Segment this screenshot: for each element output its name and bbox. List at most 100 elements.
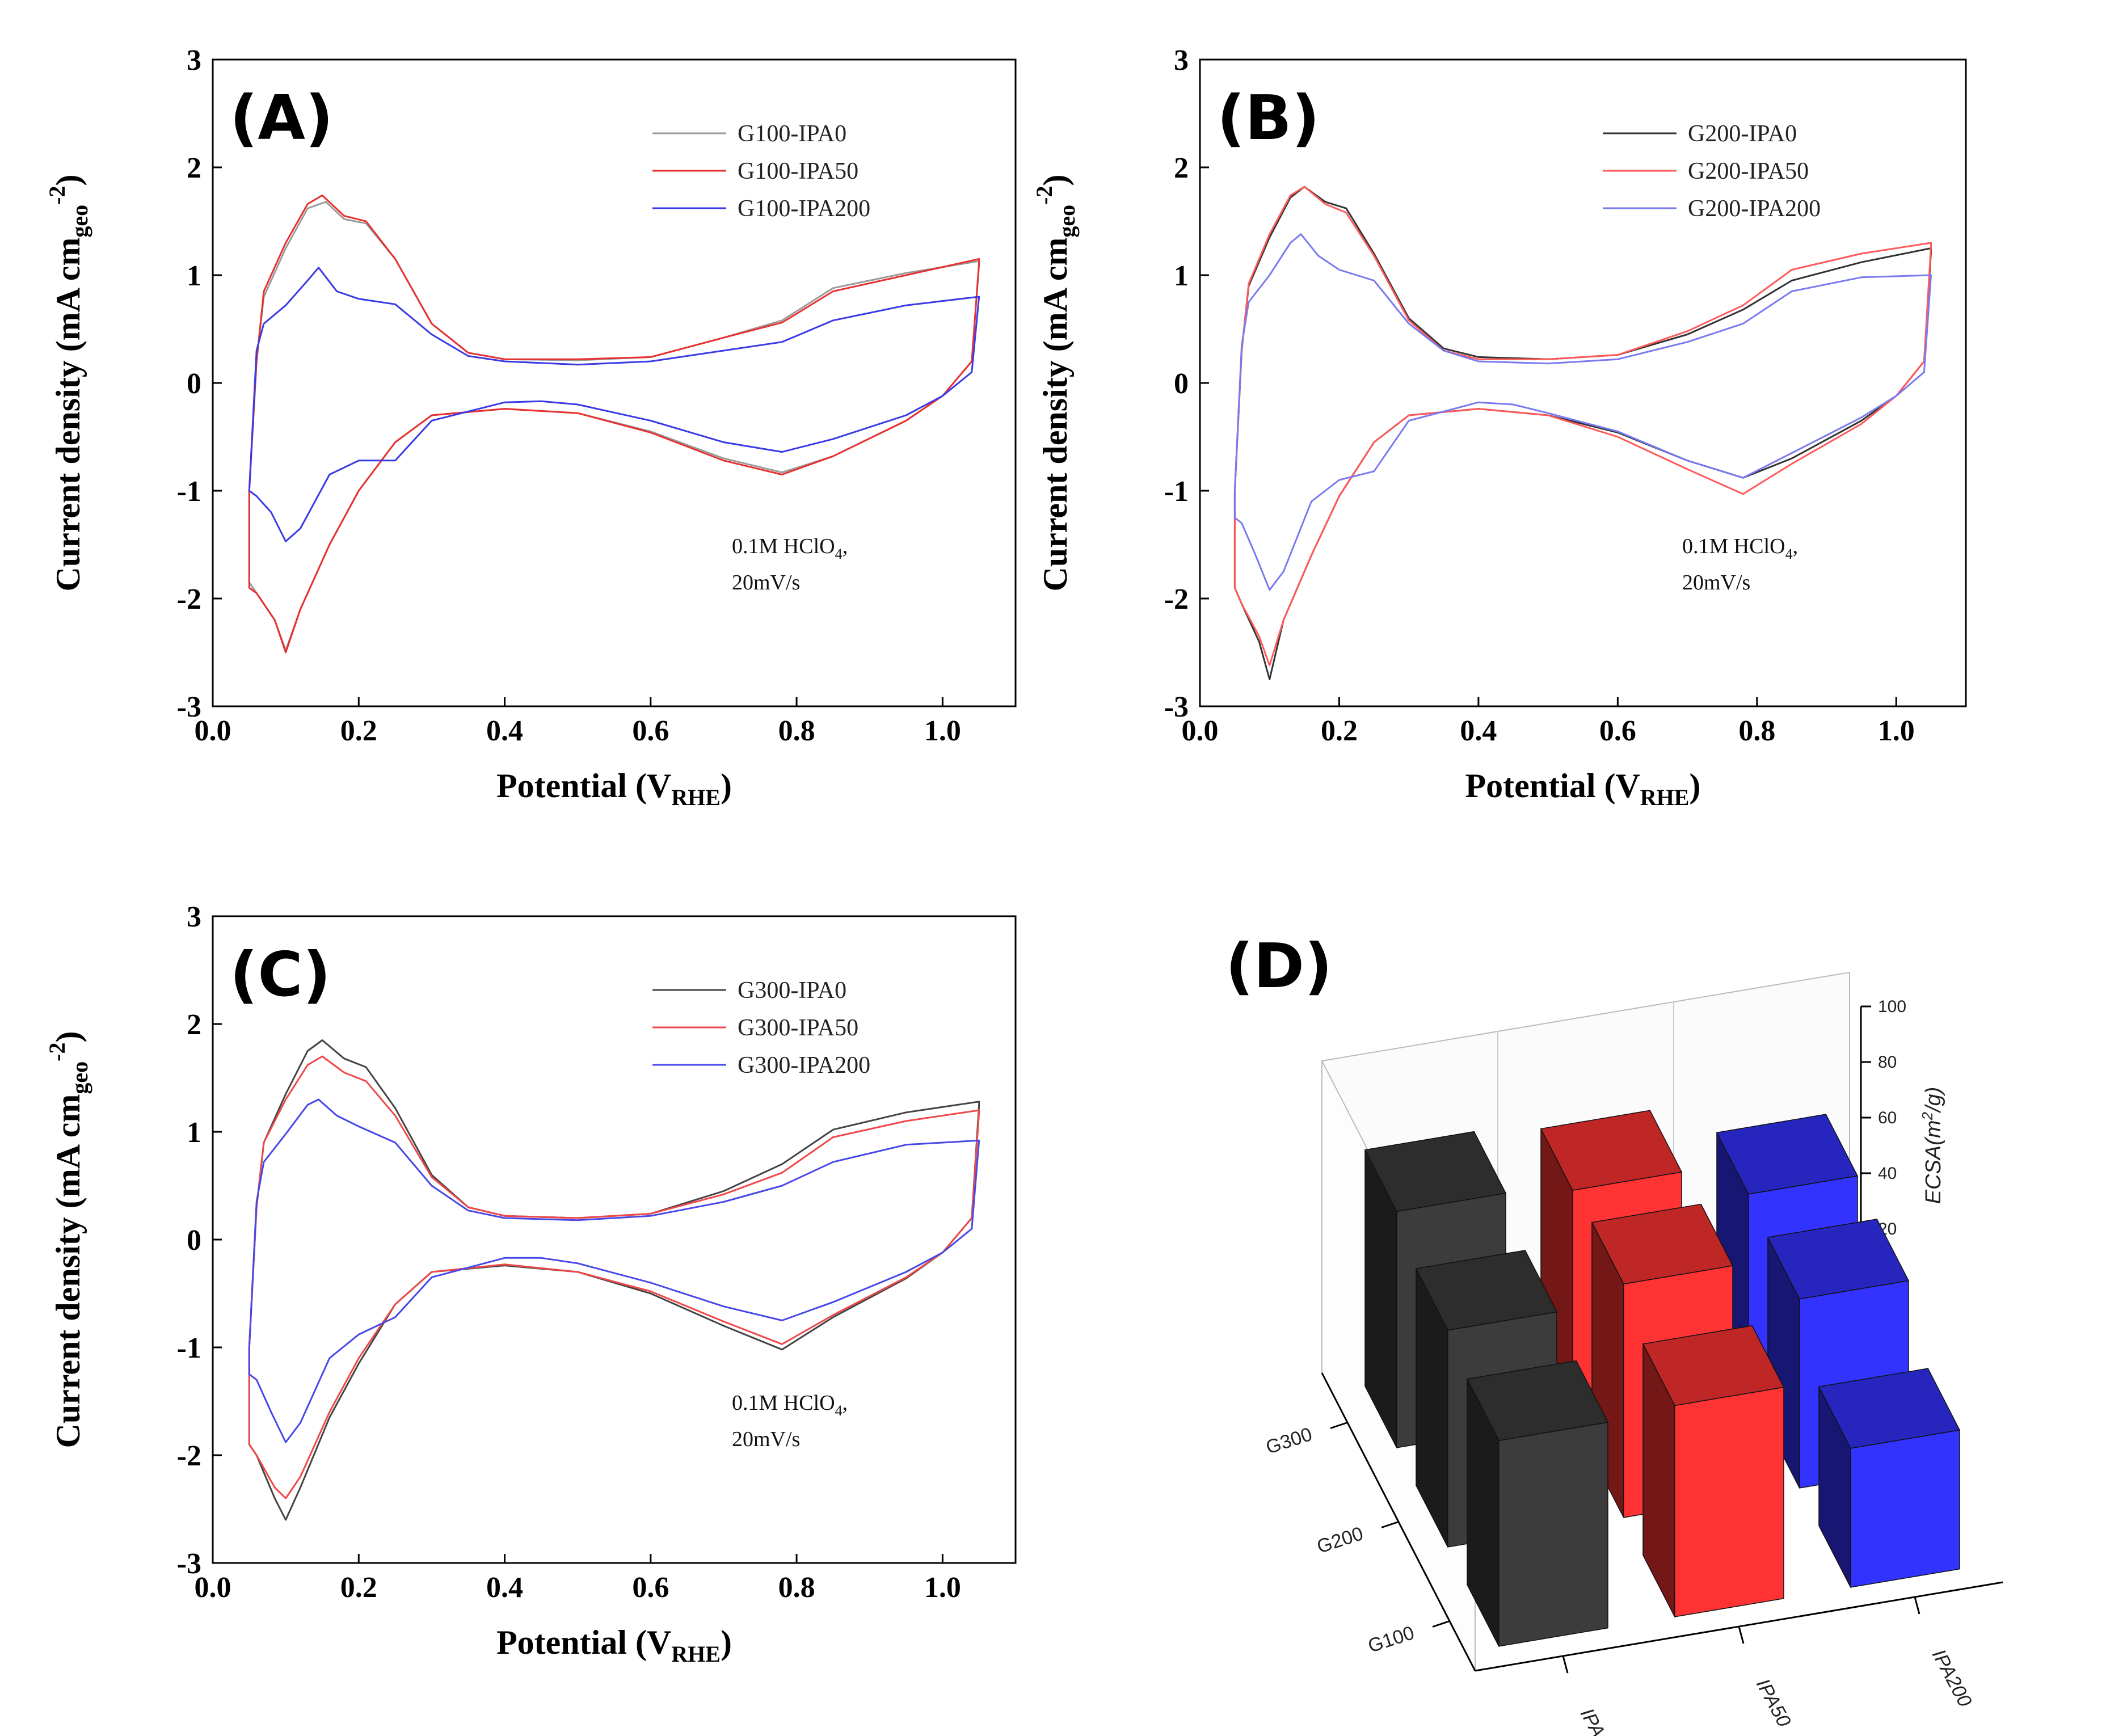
x-axis-label-main: Potential (V: [1465, 767, 1640, 804]
y-tick-label: 3: [187, 44, 201, 77]
z-axis-label: ECSA(m2/g): [1919, 1087, 1945, 1204]
depth-tick-mark: [1330, 1422, 1348, 1429]
y-axis-label: Current density (mA cmgeo-2): [44, 1031, 92, 1448]
annotation-electrolyte: 0.1M HClO4,: [732, 1391, 848, 1419]
annotation-comma: ,: [843, 534, 848, 558]
legend-label: G300-IPA50: [738, 1015, 858, 1041]
y-tick-label: 3: [1174, 44, 1189, 77]
y-axis-label-sub: geo: [1054, 205, 1080, 238]
y-axis-label-close: ): [1037, 175, 1074, 186]
x-axis-label-sub: RHE: [671, 785, 721, 810]
panel-label: (A): [230, 83, 333, 154]
legend-label: G200-IPA50: [1688, 158, 1809, 184]
bar-top-face: [1591, 1203, 1734, 1285]
cv-series-G200-IPA200: [1233, 233, 1932, 591]
panel-d-ecsa-3d-bar-chart: 020406080100ECSA(m2/g)G300G200G100IPA0IP…: [1225, 931, 2003, 1736]
x-axis-label-close: ): [1689, 767, 1700, 804]
depth-tick-mark: [1432, 1620, 1450, 1628]
bar-IPA50-G100: [1642, 1325, 1785, 1617]
z-axis-label-prefix: ECSA(m: [1922, 1120, 1945, 1204]
x-axis-label-close: ): [721, 1624, 732, 1661]
y-axis-label-sub: geo: [67, 1061, 92, 1094]
bar-top-face: [1767, 1219, 1910, 1300]
x-tick-label: 0.4: [1460, 715, 1497, 747]
depth-category-label: G100: [1366, 1622, 1417, 1657]
annotation-scan-rate: 20mV/s: [1682, 571, 1750, 595]
x-tick-label: 1.0: [924, 715, 961, 747]
y-axis-label-main: Current density (mA cm: [1037, 238, 1074, 592]
annotation-sub: 4: [1785, 546, 1793, 562]
z-tick-label: 40: [1878, 1164, 1897, 1183]
y-axis-label: Current density (mA cmgeo-2): [44, 175, 92, 592]
cv-series-G200-IPA0: [1233, 186, 1932, 680]
depth-tick-mark: [1381, 1521, 1399, 1528]
annotation-sub: 4: [835, 546, 843, 562]
x-tick-label: 1.0: [1878, 715, 1915, 747]
annotation-electrolyte: 0.1M HClO4,: [732, 534, 848, 562]
y-tick-label: -3: [177, 1548, 201, 1580]
bar-front-face: [1674, 1387, 1784, 1617]
category-tick-mark: [1738, 1626, 1745, 1644]
annotation-main: 0.1M HClO: [1682, 534, 1785, 558]
y-tick-label: -2: [177, 583, 201, 616]
y-axis-label-sup: -2: [44, 186, 70, 205]
x-tick-label: 0.4: [486, 1571, 523, 1604]
depth-category-label: G300: [1263, 1423, 1315, 1459]
panel-label: (C): [230, 939, 331, 1010]
z-axis-label-suffix: /g): [1922, 1087, 1945, 1114]
x-tick-label: 0.6: [1599, 715, 1636, 747]
y-tick-label: -1: [177, 475, 201, 508]
annotation-comma: ,: [843, 1391, 848, 1415]
x-axis-label-main: Potential (V: [496, 1624, 671, 1661]
cv-series-G100-IPA200: [248, 267, 980, 542]
bar-top-face: [1540, 1110, 1683, 1191]
x-tick-label: 0.2: [1321, 715, 1358, 747]
y-tick-label: 1: [187, 260, 201, 292]
legend-label: G300-IPA0: [738, 977, 846, 1004]
x-axis-label-sub: RHE: [1640, 785, 1690, 810]
category-label: IPA200: [1928, 1646, 1976, 1710]
x-tick-label: 0.0: [1182, 715, 1219, 747]
x-tick-label: 0.0: [195, 1571, 231, 1604]
panel-b-cv-chart: 0.0 0.2 0.4 0.6 0.8 1.0 -3 -2 -1 0 1 2 3 (B) Potential…: [1031, 44, 1967, 810]
y-axis-label-sup: -2: [1031, 186, 1057, 205]
y-axis-label-sup: -2: [44, 1043, 70, 1061]
y-tick-label: 1: [187, 1116, 201, 1149]
category-tick-mark: [1914, 1596, 1920, 1615]
y-tick-label: 0: [187, 368, 201, 400]
bar-IPA200-G100: [1818, 1368, 1961, 1588]
y-tick-label: 0: [1174, 368, 1189, 400]
y-tick-label: -1: [1164, 475, 1189, 508]
x-tick-label: 0.8: [778, 1571, 815, 1604]
annotation-main: 0.1M HClO: [732, 1391, 835, 1415]
legend-label: G200-IPA200: [1688, 196, 1821, 222]
legend-label: G100-IPA0: [738, 121, 846, 147]
y-tick-label: -1: [177, 1332, 201, 1364]
x-axis-label-sub: RHE: [671, 1641, 721, 1667]
y-tick-label: -3: [1164, 691, 1189, 723]
cv-series-G300-IPA200: [248, 1098, 980, 1443]
panel-a-cv-chart: 0.0 0.2 0.4 0.6 0.8 1.0 -3 -2 -1 0 1 2 3 (A) Potential…: [44, 44, 1017, 810]
panel-c-cv-chart: 0.0 0.2 0.4 0.6 0.8 1.0 -3 -2 -1 0 1 2 3 (C) Potential…: [44, 901, 1017, 1667]
y-tick-label: 2: [187, 1009, 201, 1041]
z-tick-label: 60: [1878, 1109, 1897, 1127]
bar-IPA0-G100: [1466, 1360, 1609, 1647]
z-tick-label: 80: [1878, 1053, 1897, 1072]
panel-label: (B): [1217, 83, 1320, 154]
bar-front-face: [1850, 1429, 1960, 1588]
y-tick-label: -3: [177, 691, 201, 723]
bar-top-face: [1818, 1368, 1961, 1449]
category-tick-mark: [1562, 1655, 1569, 1674]
x-tick-label: 0.4: [486, 715, 523, 747]
plot-frame: [212, 915, 1017, 1564]
x-tick-label: 1.0: [924, 1571, 961, 1604]
y-axis-label-close: ): [49, 175, 87, 186]
x-tick-label: 0.6: [632, 1571, 669, 1604]
annotation-electrolyte: 0.1M HClO4,: [1682, 534, 1798, 562]
y-tick-label: 3: [187, 901, 201, 933]
cv-series-G300-IPA50: [248, 1055, 980, 1499]
x-axis-label-main: Potential (V: [496, 767, 671, 804]
y-axis-label-main: Current density (mA cm: [49, 238, 87, 592]
cv-series-G200-IPA50: [1233, 186, 1932, 667]
